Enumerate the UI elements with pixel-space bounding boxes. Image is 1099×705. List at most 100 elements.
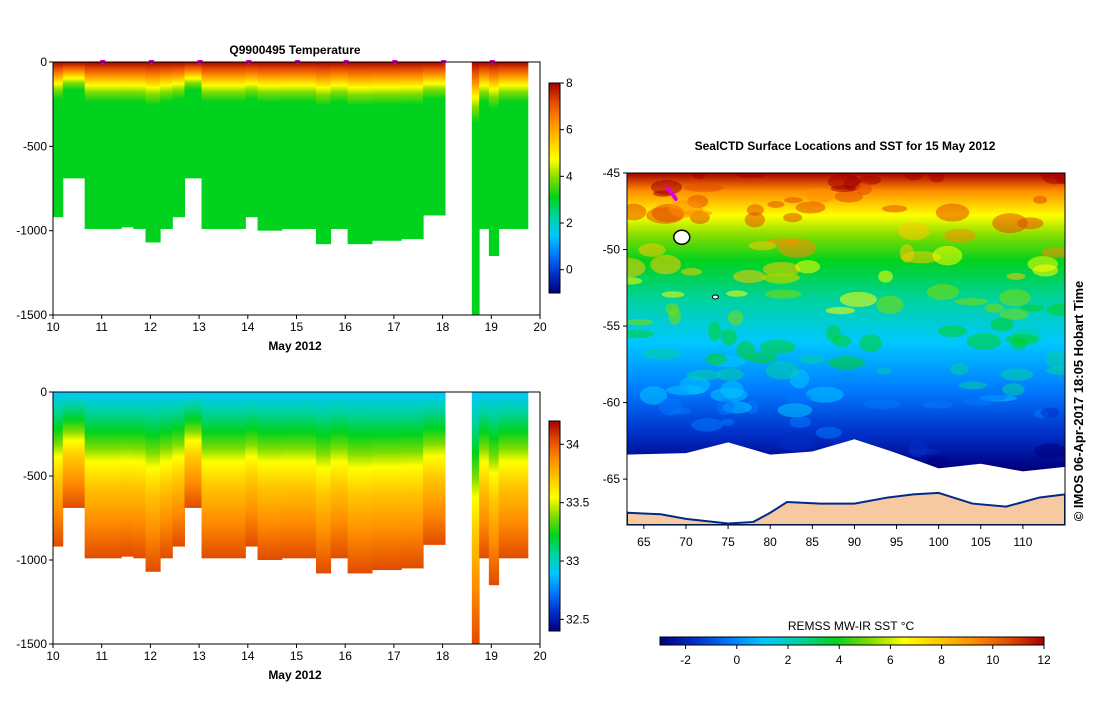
temperature-profiles	[53, 62, 529, 315]
sst-texture-126	[764, 289, 802, 299]
sst-texture-86	[777, 403, 813, 418]
x-tick-14: 14	[241, 649, 255, 663]
sst-texture-66	[650, 254, 682, 275]
profile-column-16	[330, 62, 349, 229]
sst-texture-84	[1040, 407, 1060, 418]
sst-texture-4	[684, 184, 724, 192]
sst-texture-134	[744, 212, 766, 228]
x-tick-11: 11	[95, 320, 108, 334]
sst-texture-106	[783, 212, 803, 223]
sst-texture-55	[926, 456, 949, 467]
sst-map-frame	[626, 172, 1066, 526]
sst-texture-103	[966, 333, 1002, 350]
sst-texture-32	[839, 291, 877, 308]
salinity-colorbar	[548, 420, 561, 632]
sst-texture-45	[726, 290, 748, 297]
profile-column-7	[160, 392, 173, 559]
sst-colorbar-label: REMSS MW-IR SST °C	[788, 619, 915, 633]
profile-column-19	[401, 62, 424, 240]
profile-column-0	[53, 62, 64, 218]
sst-texture-61	[763, 269, 799, 285]
sst-cb-tick-6: 6	[887, 653, 894, 667]
sst-texture-62	[855, 182, 872, 196]
sst-texture-121	[681, 210, 713, 217]
profile-column-9	[184, 62, 203, 179]
sst-texture-102	[944, 228, 976, 243]
sst-texture-65	[825, 306, 856, 315]
lat-tick--55: -55	[603, 319, 621, 333]
sst-texture-49	[732, 270, 766, 283]
sst-cb-tick--2: -2	[680, 653, 691, 667]
x-tick-12: 12	[144, 320, 158, 334]
heard-island	[711, 294, 719, 300]
profile-column-12	[245, 392, 259, 547]
sst-texture-128	[795, 201, 826, 214]
y-tick-0: 0	[40, 55, 47, 69]
colorbar-tick-0: 0	[566, 263, 573, 277]
sst-cb-tick-8: 8	[938, 653, 945, 667]
lon-tick-65: 65	[637, 535, 651, 549]
map-longitude-ticks: 65 70 75 80 85 90 95 100 105 110	[637, 525, 1033, 549]
y-tick--500: -500	[23, 139, 47, 153]
profile-column-11	[223, 392, 246, 559]
sst-texture-85	[778, 438, 815, 451]
y-tick--1500: -1500	[16, 637, 47, 651]
x-tick-19: 19	[485, 649, 499, 663]
sst-colorbar-ticks: -2 0 2 4 6 8 10 12	[680, 645, 1051, 667]
x-tick-20: 20	[533, 320, 547, 334]
sst-texture-26	[691, 173, 707, 180]
profile-column-13	[257, 62, 283, 231]
sst-cb-tick-2: 2	[785, 653, 792, 667]
profile-column-4	[121, 392, 134, 557]
sst-texture-19	[1046, 303, 1065, 317]
sst-texture-116	[1040, 173, 1065, 185]
y-tick-0: 0	[40, 385, 47, 399]
sst-texture-52	[666, 385, 706, 396]
x-tick-13: 13	[192, 649, 206, 663]
profile-column-18	[371, 392, 402, 571]
sst-texture-1	[834, 190, 864, 203]
sst-map-chart: SealCTD Surface Locations and SST for 15…	[603, 139, 1086, 667]
sst-texture-89	[1046, 350, 1065, 370]
sst-texture-87	[878, 270, 893, 283]
sst-texture-15	[1034, 443, 1065, 459]
sst-texture-31	[876, 295, 904, 315]
temperature-y-ticks: 0 -500 -1000 -1500	[16, 55, 53, 322]
profile-column-22	[479, 62, 490, 229]
sst-texture-136	[990, 317, 1015, 332]
sst-texture-54	[958, 381, 988, 390]
sst-texture-139	[799, 355, 825, 364]
profile-column-7	[160, 62, 173, 229]
sst-texture-95	[827, 173, 860, 190]
sst-texture-47	[661, 291, 685, 298]
profile-column-4	[121, 62, 134, 228]
profile-column-21	[471, 392, 480, 644]
sst-texture-131	[932, 245, 963, 266]
sst-texture-123	[1005, 333, 1039, 345]
y-tick--1500: -1500	[16, 308, 47, 322]
sst-texture-138	[658, 397, 683, 416]
sst-texture-10	[950, 362, 969, 376]
lat-tick--50: -50	[603, 243, 621, 257]
sst-texture-3	[716, 368, 744, 382]
y-tick--1000: -1000	[16, 224, 47, 238]
sst-texture-80	[665, 303, 680, 315]
temperature-chart: Q9900495 Temperature 10 11 12 13 14 15 16 17 18 1…	[16, 43, 573, 353]
lon-tick-110: 110	[1013, 535, 1032, 549]
sst-texture-73	[1032, 195, 1048, 204]
islands	[673, 229, 719, 300]
sst-cb-tick-10: 10	[986, 653, 1000, 667]
sst-texture-135	[921, 400, 954, 409]
lon-tick-105: 105	[971, 535, 991, 549]
salinity-colorbar-ticks: 34 33.5 33 32.5	[560, 437, 590, 626]
salinity-y-ticks: 0 -500 -1000 -1500	[16, 385, 53, 651]
sst-texture-75	[795, 260, 821, 274]
sst-texture-37	[785, 392, 812, 405]
profile-column-19	[401, 392, 424, 569]
colorbar-tick-8: 8	[566, 76, 573, 90]
profile-column-12	[245, 62, 259, 218]
sst-texture-99	[686, 369, 721, 381]
temperature-x-label: May 2012	[268, 339, 322, 353]
profile-column-20	[423, 392, 446, 545]
sst-texture-28	[805, 386, 844, 403]
